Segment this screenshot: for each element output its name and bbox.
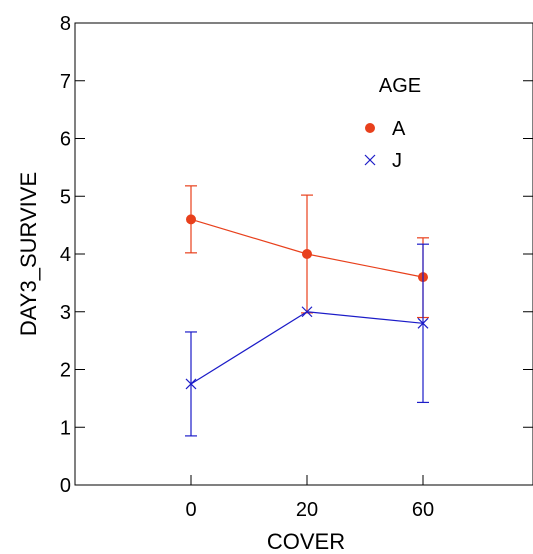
y-tick-label: 5 bbox=[60, 186, 71, 208]
y-tick-label: 7 bbox=[60, 71, 71, 93]
legend-items: AJ bbox=[364, 118, 406, 172]
legend-marker bbox=[364, 154, 376, 166]
marker-stroke bbox=[417, 317, 429, 329]
data-point bbox=[186, 214, 196, 225]
legend-marker bbox=[365, 123, 375, 133]
data-point bbox=[301, 306, 313, 318]
x-tick-label: 0 bbox=[185, 499, 196, 521]
legend-label: J bbox=[392, 150, 402, 172]
y-axis-right-ticks bbox=[523, 22, 533, 486]
marker-stroke bbox=[185, 378, 197, 390]
y-tick-label: 0 bbox=[60, 475, 71, 497]
y-tick-label: 1 bbox=[60, 417, 71, 439]
x-axis: 0 20 60 bbox=[185, 475, 434, 521]
x-axis-label: COVER bbox=[267, 529, 345, 554]
y-tick-label: 4 bbox=[60, 244, 71, 266]
legend-title: AGE bbox=[379, 75, 421, 97]
data-point bbox=[417, 317, 429, 329]
data-point bbox=[185, 378, 197, 390]
legend-label: A bbox=[392, 118, 406, 140]
y-tick-label: 2 bbox=[60, 360, 71, 382]
series-line bbox=[190, 311, 424, 385]
marker-stroke bbox=[301, 306, 313, 318]
y-tick-label: 6 bbox=[60, 129, 71, 151]
legend: AGE AJ bbox=[364, 75, 421, 172]
series-J bbox=[185, 243, 429, 437]
legend-item-A: A bbox=[365, 118, 406, 140]
y-tick-label: 3 bbox=[60, 302, 71, 324]
legend-item-J: J bbox=[364, 150, 402, 172]
data-point bbox=[302, 249, 312, 259]
series-A bbox=[185, 185, 429, 319]
series-layer bbox=[185, 185, 429, 437]
y-tick-label: 8 bbox=[60, 13, 71, 35]
x-tick-label: 60 bbox=[412, 499, 434, 521]
y-axis: 0 1 2 3 4 5 6 7 8 bbox=[60, 13, 85, 497]
y-axis-label: DAY3_SURVIVE bbox=[16, 172, 41, 336]
x-tick-label: 20 bbox=[296, 499, 318, 521]
